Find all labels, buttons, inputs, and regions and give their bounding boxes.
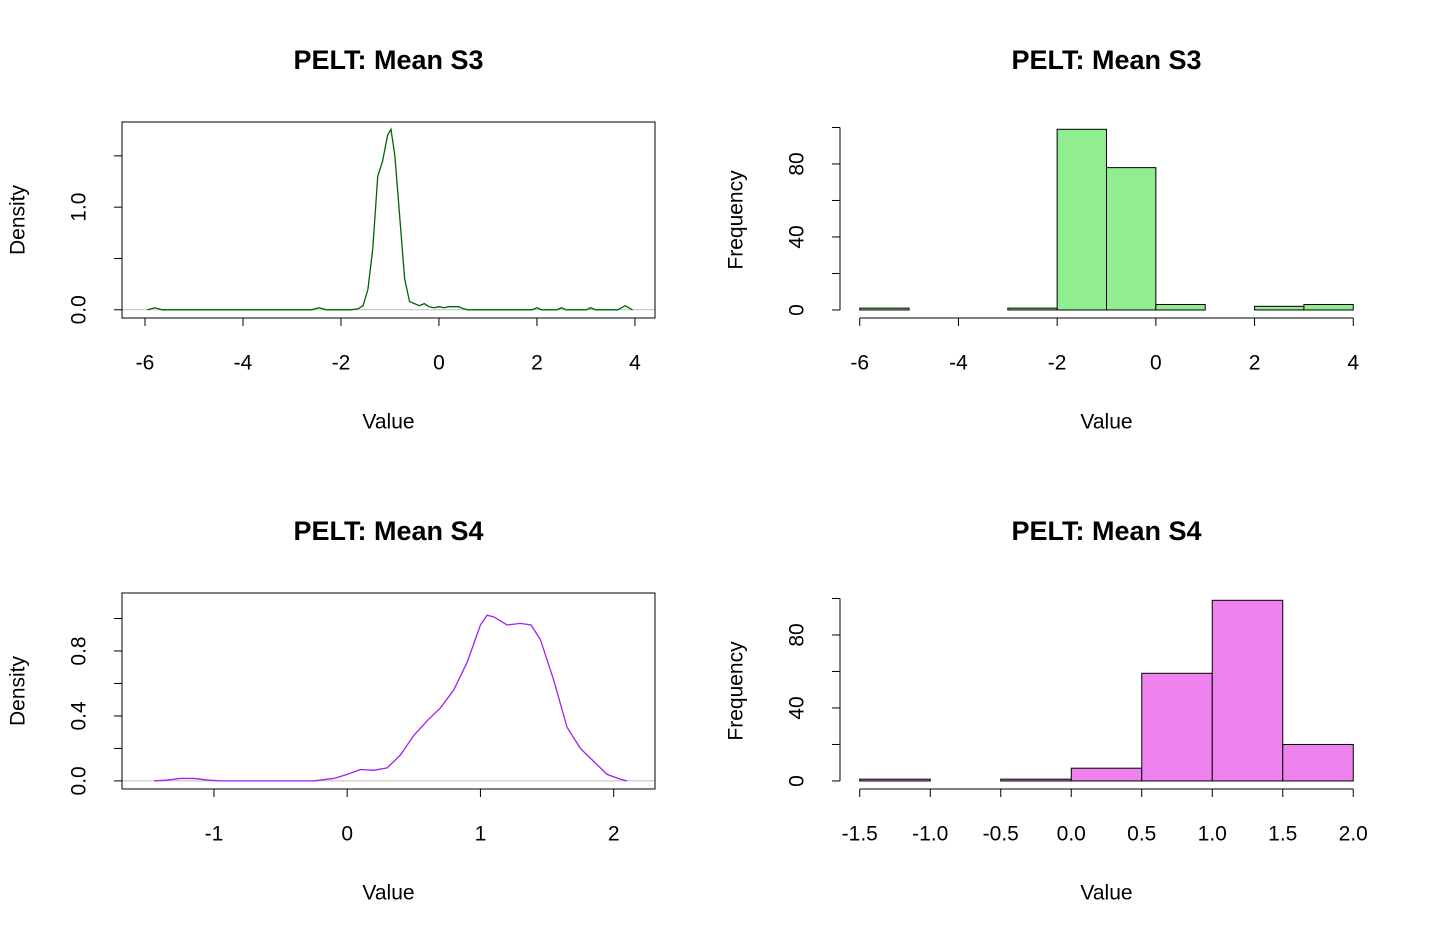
- y-axis-label: Density: [7, 655, 30, 726]
- y-tick-label: 80: [786, 623, 809, 646]
- bar: [1155, 303, 1206, 311]
- plot-box: [121, 592, 656, 790]
- chart-title: PELT: Mean S3: [293, 45, 483, 75]
- x-tick-label: 0: [433, 352, 445, 375]
- x-tick-label: -0.5: [983, 823, 1019, 846]
- bar: [1141, 672, 1213, 782]
- chart-title: PELT: Mean S4: [1011, 516, 1201, 546]
- x-tick-label: -1: [205, 823, 224, 846]
- panel: PELT: Mean S4 Value Frequency -1.5 -1.0 -0.5 0…: [725, 516, 1368, 904]
- bar: [1007, 307, 1058, 311]
- x-tick-label: 2: [608, 823, 620, 846]
- x-tick-label: 4: [1347, 352, 1359, 375]
- density-line: [147, 127, 633, 311]
- y-axis-label: Frequency: [725, 641, 748, 741]
- panel: PELT: Mean S3 Value Density -6 -4 -2 0 2 4 0.0 1.0: [7, 45, 656, 434]
- y-tick-label: 1.0: [68, 193, 91, 222]
- y-tick-label: 0.0: [68, 295, 91, 324]
- panel: PELT: Mean S4 Value Density -1 0 1 2 0.0 0.4 0.8: [7, 516, 656, 905]
- x-tick-label: 2: [1249, 352, 1261, 375]
- plot-box: [121, 121, 656, 319]
- x-tick-label: -4: [949, 352, 968, 375]
- x-axis-label: Value: [362, 882, 414, 905]
- y-axis-label: Density: [7, 184, 30, 255]
- x-tick-label: -1.0: [912, 823, 948, 846]
- x-tick-label: 2: [531, 352, 543, 375]
- density-line: [153, 614, 628, 782]
- y-tick-label: 0.8: [68, 636, 91, 665]
- x-axis-label: Value: [362, 411, 414, 434]
- y-tick-label: 40: [786, 225, 809, 248]
- y-tick-label: 0.4: [68, 701, 91, 731]
- x-tick-label: 0.5: [1127, 823, 1156, 846]
- x-tick-label: 1.5: [1268, 823, 1297, 846]
- bar: [1000, 778, 1072, 782]
- x-tick-label: -1.5: [842, 823, 878, 846]
- x-tick-label: 0.0: [1057, 823, 1086, 846]
- x-tick-label: -6: [850, 352, 869, 375]
- bar: [1070, 767, 1143, 782]
- bar: [1106, 167, 1157, 311]
- chart-title: PELT: Mean S3: [1011, 45, 1201, 75]
- x-axis-label: Value: [1080, 411, 1132, 434]
- x-tick-label: -2: [332, 352, 351, 375]
- x-tick-label: 1.0: [1198, 823, 1227, 846]
- x-tick-label: 0: [1150, 352, 1162, 375]
- y-tick-label: 80: [786, 152, 809, 175]
- y-tick-label: 40: [786, 696, 809, 719]
- y-axis-label: Frequency: [725, 170, 748, 270]
- y-tick-label: 0: [786, 775, 809, 787]
- x-axis-label: Value: [1080, 882, 1132, 905]
- x-tick-label: 4: [629, 352, 641, 375]
- y-tick-label: 0.0: [68, 766, 91, 795]
- chart-title: PELT: Mean S4: [293, 516, 483, 546]
- x-tick-label: -4: [234, 352, 253, 375]
- bar: [859, 307, 910, 311]
- x-tick-label: -2: [1048, 352, 1067, 375]
- bar: [1254, 305, 1305, 311]
- bar: [1303, 303, 1354, 311]
- bar: [1282, 743, 1354, 782]
- bar: [1056, 128, 1108, 311]
- y-tick-label: 0: [786, 304, 809, 316]
- x-tick-label: 2.0: [1339, 823, 1368, 846]
- x-tick-label: 0: [341, 823, 353, 846]
- bar: [859, 778, 931, 782]
- x-tick-label: 1: [475, 823, 487, 846]
- x-tick-label: -6: [136, 352, 155, 375]
- bar: [1211, 599, 1284, 782]
